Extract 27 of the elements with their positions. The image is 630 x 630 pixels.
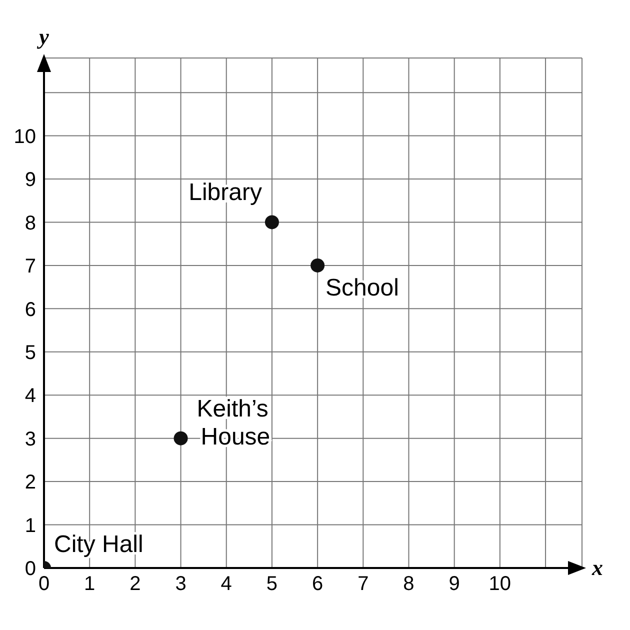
y-tick-label: 0 xyxy=(24,558,36,580)
x-tick-label: 2 xyxy=(130,573,141,596)
x-tick-label: 9 xyxy=(448,573,460,596)
y-tick-label: 4 xyxy=(24,385,36,408)
y-tick-label: 7 xyxy=(24,256,36,278)
y-tick-label: 10 xyxy=(14,126,36,148)
y-tick-label: 6 xyxy=(24,298,36,321)
x-axis-title: x xyxy=(591,555,603,580)
y-tick-label: 3 xyxy=(24,428,36,450)
x-tick-label: 10 xyxy=(488,573,512,596)
y-tick-label: 1 xyxy=(24,514,36,537)
y-tick-label: 2 xyxy=(24,472,36,494)
x-tick-label: 8 xyxy=(403,573,414,596)
annotation: School xyxy=(326,274,399,302)
x-tick-label: 7 xyxy=(358,573,369,596)
y-tick-label: 9 xyxy=(24,169,36,192)
annotation: Library xyxy=(188,179,262,206)
x-tick-label: 4 xyxy=(220,573,232,596)
y-tick-label: 5 xyxy=(24,342,36,364)
annotation: Keith’s House xyxy=(196,395,270,450)
annotation: City Hall xyxy=(54,531,144,558)
y-tick-label: 8 xyxy=(24,212,36,234)
x-tick-label: 3 xyxy=(175,573,186,596)
x-tick-label: 1 xyxy=(84,573,96,596)
y-axis-title: y xyxy=(36,24,50,49)
x-tick-label: 6 xyxy=(312,573,324,596)
x-tick-label: 5 xyxy=(266,573,278,596)
